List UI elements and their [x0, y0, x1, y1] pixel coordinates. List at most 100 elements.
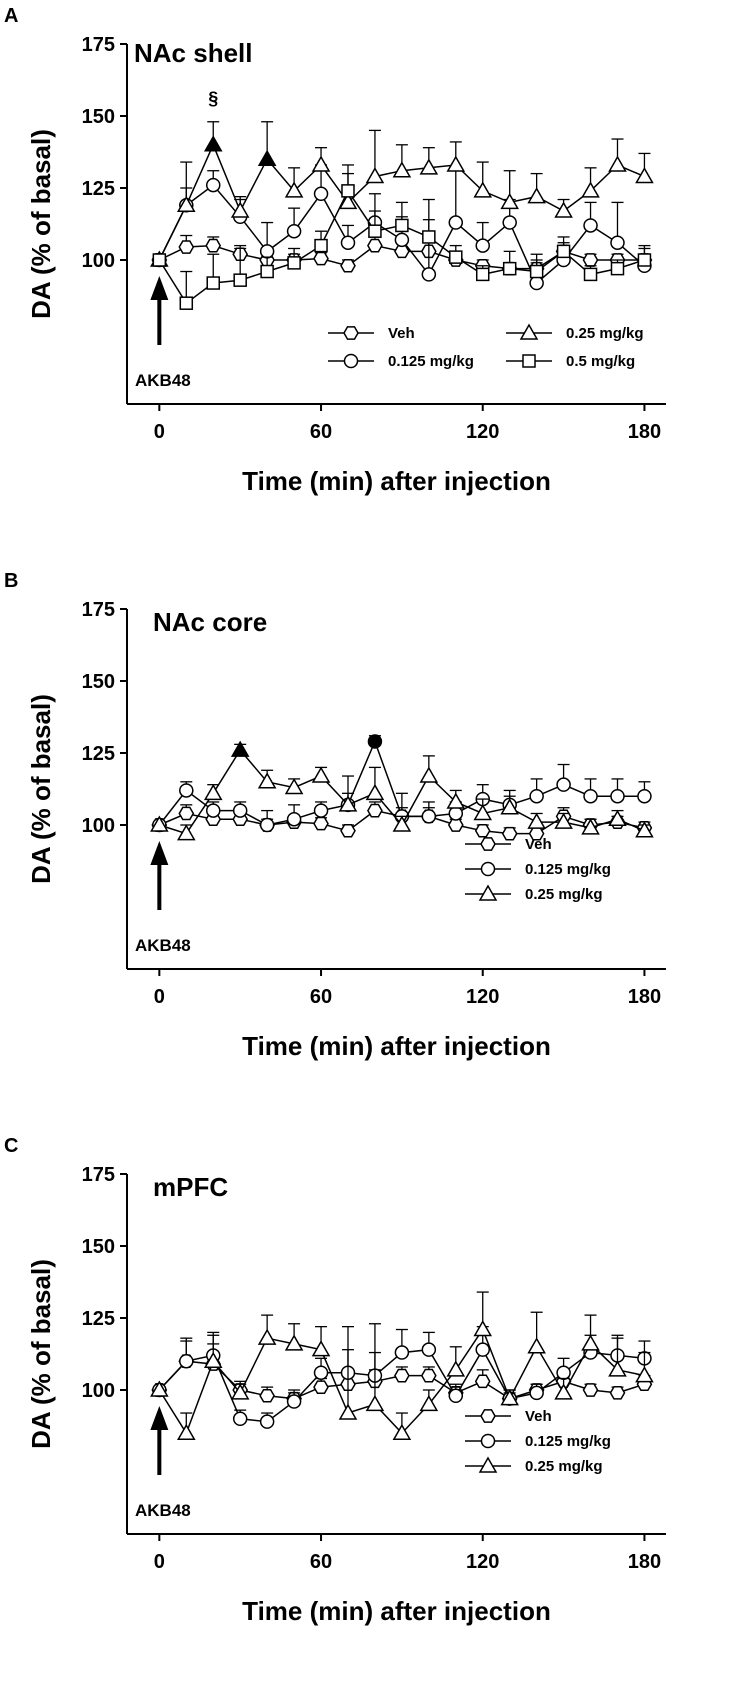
- data-point: [635, 166, 654, 184]
- data-point: [556, 777, 571, 792]
- x-tick-label: 120: [466, 1551, 499, 1573]
- chart-panel-a: A NAc shell 100 125 150 175 0 60 120 180 DA (% of …: [4, 5, 666, 496]
- data-point: [529, 1385, 544, 1401]
- y-axis-label: DA (% of basal): [26, 129, 56, 319]
- data-point: [500, 192, 519, 210]
- data-point: [205, 803, 221, 818]
- data-point: [527, 187, 546, 204]
- data-point: [419, 766, 439, 783]
- y-tick-label: 125: [82, 178, 115, 200]
- data-point: [473, 803, 493, 821]
- data-point: [259, 817, 275, 833]
- data-point: [257, 1328, 277, 1345]
- legend-marker: [343, 326, 359, 340]
- data-point: [608, 809, 627, 826]
- data-point: [178, 806, 195, 821]
- x-tick-label: 180: [628, 421, 661, 443]
- data-point: [311, 155, 331, 172]
- y-tick-label: 100: [82, 815, 115, 837]
- data-point: [313, 803, 329, 818]
- series-line: [158, 1348, 645, 1423]
- data-point: [556, 244, 571, 259]
- data-point: [610, 788, 625, 804]
- data-point: [500, 1389, 519, 1406]
- data-point: [284, 778, 304, 795]
- data-point: [394, 232, 410, 248]
- data-point: [609, 1386, 626, 1400]
- data-point: [203, 783, 223, 801]
- data-point: [313, 251, 329, 266]
- data-point: [583, 788, 598, 804]
- injection-arrowhead: [150, 276, 169, 300]
- data-point: [394, 1368, 410, 1383]
- x-tick-label: 120: [466, 421, 499, 443]
- data-point: [313, 186, 329, 202]
- data-point: [338, 192, 358, 210]
- data-point: [527, 1337, 546, 1354]
- data-point: [392, 1423, 412, 1440]
- data-point: [422, 230, 436, 244]
- legend-label: Veh: [525, 836, 552, 853]
- data-point: [257, 772, 277, 789]
- data-point: [286, 1394, 302, 1409]
- data-point: [205, 238, 222, 253]
- data-point: [556, 1365, 571, 1380]
- data-point: [340, 258, 356, 273]
- data-point: [176, 1423, 196, 1440]
- data-point: [583, 267, 598, 282]
- y-tick-label: 175: [82, 599, 115, 621]
- significance-mark: §: [208, 88, 218, 108]
- y-tick-label: 125: [82, 1308, 115, 1330]
- data-point: [446, 155, 466, 172]
- data-point: [421, 1342, 437, 1357]
- data-point: [610, 261, 625, 276]
- data-point: [637, 788, 652, 804]
- data-point: [446, 1360, 466, 1377]
- x-axis-label: Time (min) after injection: [242, 1031, 551, 1061]
- data-point: [554, 1383, 573, 1400]
- legend-label: 0.125 mg/kg: [525, 1433, 611, 1450]
- data-point: [392, 815, 412, 832]
- panel-label: C: [4, 1135, 18, 1157]
- panel-a: A NAc shell 100 125 150 175 0 60 120 180 DA (% of …: [0, 0, 739, 565]
- x-tick-label: 180: [628, 1551, 661, 1573]
- data-point: [474, 1374, 491, 1389]
- data-point: [203, 1351, 223, 1368]
- chart-panel-b: B NAc core 100 125 150 175 0 60 120 180 DA (% of b…: [4, 570, 666, 1061]
- data-point: [313, 816, 329, 831]
- data-point: [203, 135, 223, 152]
- data-point: [502, 215, 517, 230]
- panel-label: B: [4, 570, 18, 592]
- injection-arrowhead: [150, 841, 169, 865]
- data-point: [473, 181, 493, 198]
- data-point: [500, 798, 519, 815]
- legend-marker: [480, 1409, 496, 1423]
- data-point: [554, 201, 573, 218]
- x-tick-label: 0: [154, 421, 165, 443]
- data-point: [338, 1403, 358, 1420]
- y-axis-label: DA (% of basal): [26, 694, 56, 884]
- y-tick-label: 100: [82, 1380, 115, 1402]
- data-point: [176, 824, 196, 841]
- data-point: [502, 261, 517, 276]
- legend-label: 0.5 mg/kg: [566, 353, 635, 370]
- data-point: [340, 235, 356, 250]
- data-point: [286, 811, 302, 827]
- data-point: [582, 1383, 599, 1397]
- injection-label: AKB48: [135, 1501, 191, 1520]
- legend-label: Veh: [525, 1408, 552, 1425]
- data-point: [286, 223, 302, 239]
- chart-title: NAc shell: [134, 38, 253, 68]
- chart-title: NAc core: [153, 607, 267, 637]
- data-point: [314, 238, 328, 253]
- legend-label: 0.125 mg/kg: [388, 353, 474, 370]
- data-point: [367, 803, 383, 818]
- data-point: [341, 184, 355, 198]
- series-0-25-mg-kg: [150, 1291, 654, 1440]
- data-point: [608, 1360, 627, 1377]
- y-tick-label: 100: [82, 250, 115, 272]
- series-0-5-mg-kg: [152, 164, 652, 310]
- series-0-25-mg-kg: [150, 121, 654, 267]
- data-point: [474, 823, 491, 838]
